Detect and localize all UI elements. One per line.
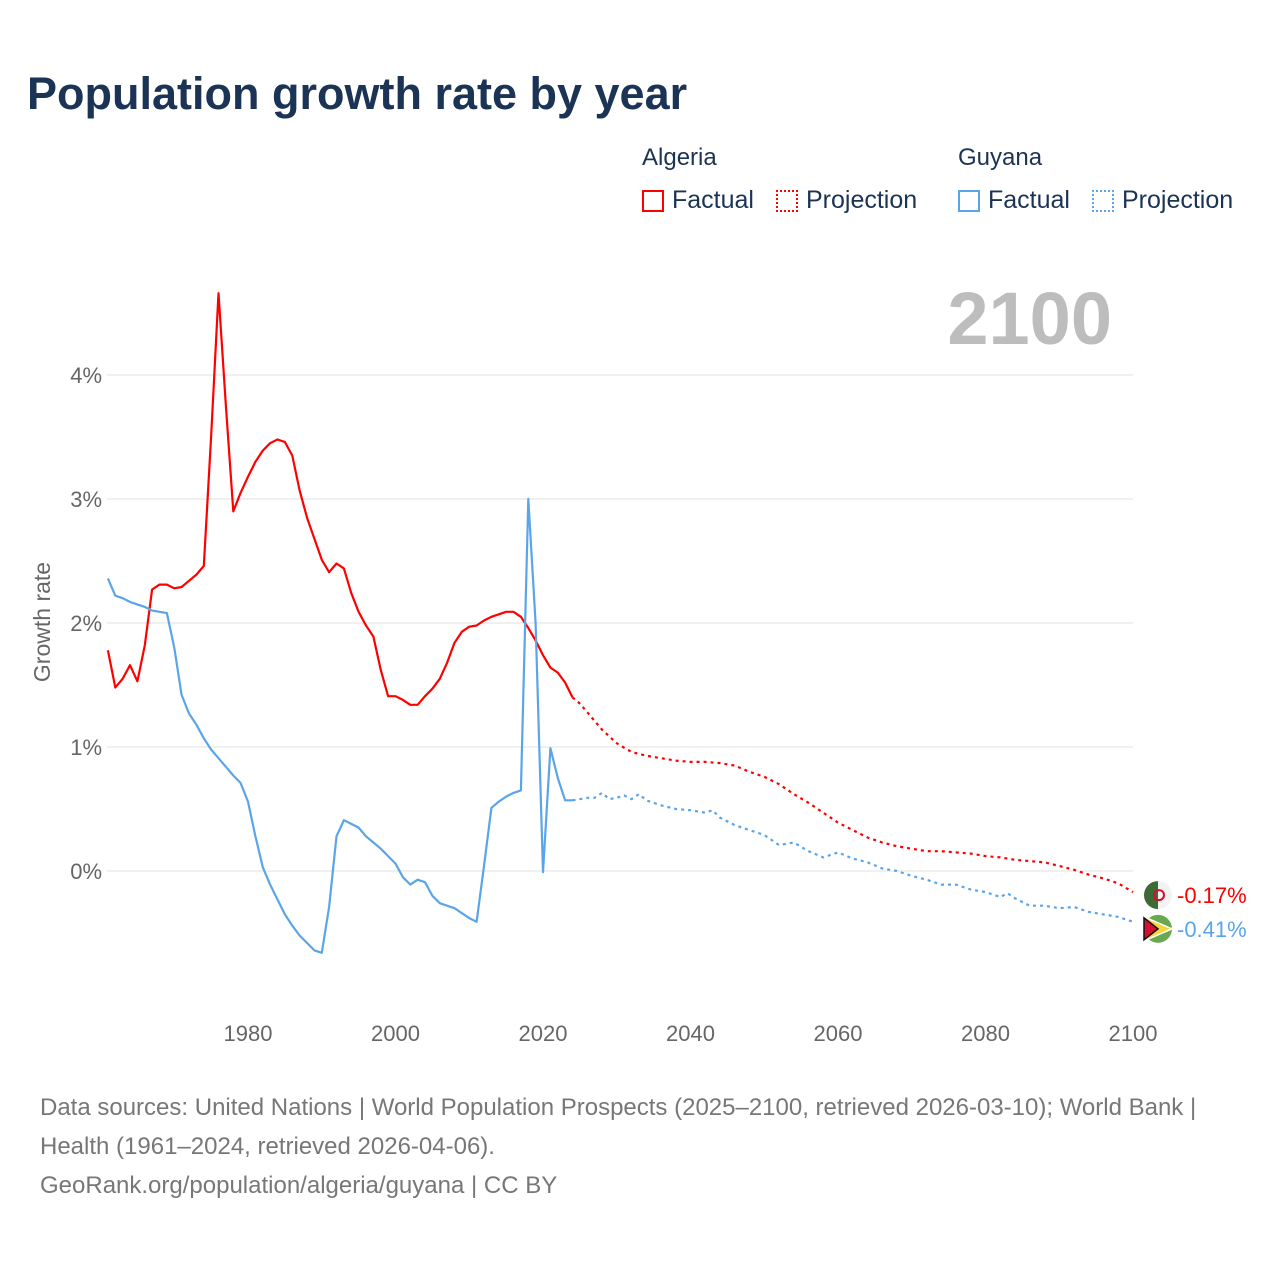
chart-title: Population growth rate by year — [27, 68, 688, 119]
flag-green-half — [1144, 881, 1158, 910]
flag-crescent — [1153, 889, 1165, 902]
guyana-end-label: -0.41% — [1177, 917, 1247, 942]
y-tick-label: 3% — [70, 487, 102, 512]
current-year-label: 2100 — [947, 277, 1112, 360]
footer: Data sources: United Nations | World Pop… — [40, 1088, 1240, 1205]
algeria-projection-line — [571, 696, 1134, 894]
legend-guyana-projection[interactable]: Projection — [1092, 186, 1233, 215]
legend-algeria-factual[interactable]: Factual — [642, 186, 754, 215]
algeria-flag-icon — [1144, 881, 1172, 910]
legend-label: Projection — [806, 186, 918, 214]
guyana-factual-line — [106, 497, 573, 954]
y-tick-label: 4% — [70, 363, 102, 388]
legend-algeria-projection[interactable]: Projection — [776, 186, 917, 215]
x-tick-label: 2020 — [519, 1021, 568, 1046]
algeria-factual-line — [106, 292, 574, 706]
legend-swatch-solid — [642, 189, 664, 212]
y-tick-label: 0% — [70, 859, 102, 884]
x-tick-label: 2100 — [1109, 1021, 1158, 1046]
legend-guyana-factual[interactable]: Factual — [958, 186, 1070, 215]
line-chart: 0% 1% 2% 3% 4% 1980 2000 2020 2040 2060 2080 2100 -… — [29, 292, 1247, 1046]
guyana-flag-icon — [1143, 914, 1174, 943]
algeria-end-label: -0.17% — [1177, 883, 1247, 908]
x-tick-label: 2060 — [814, 1021, 863, 1046]
legend-group-algeria: Algeria — [642, 144, 717, 171]
legend-swatch-dotted — [1092, 189, 1114, 212]
x-tick-label: 1980 — [224, 1021, 273, 1046]
legend-swatch-solid — [958, 189, 980, 212]
attribution-link[interactable]: GeoRank.org/population/algeria/guyana | … — [40, 1172, 558, 1199]
x-tick-label: 2080 — [961, 1021, 1010, 1046]
legend-label: Factual — [988, 186, 1070, 214]
data-sources: Data sources: United Nations | World Pop… — [40, 1094, 1197, 1160]
y-tick-label: 2% — [70, 611, 102, 636]
guyana-projection-line — [572, 791, 1134, 923]
legend-group-guyana: Guyana — [958, 144, 1043, 171]
x-tick-label: 2000 — [371, 1021, 420, 1046]
x-tick-label: 2040 — [666, 1021, 715, 1046]
legend-label: Factual — [672, 186, 754, 214]
y-axis-label: Growth rate — [29, 562, 55, 682]
y-tick-label: 1% — [70, 735, 102, 760]
legend-label: Projection — [1122, 186, 1234, 214]
legend-swatch-dotted — [776, 189, 798, 212]
flag-red-triangle — [1143, 916, 1160, 942]
